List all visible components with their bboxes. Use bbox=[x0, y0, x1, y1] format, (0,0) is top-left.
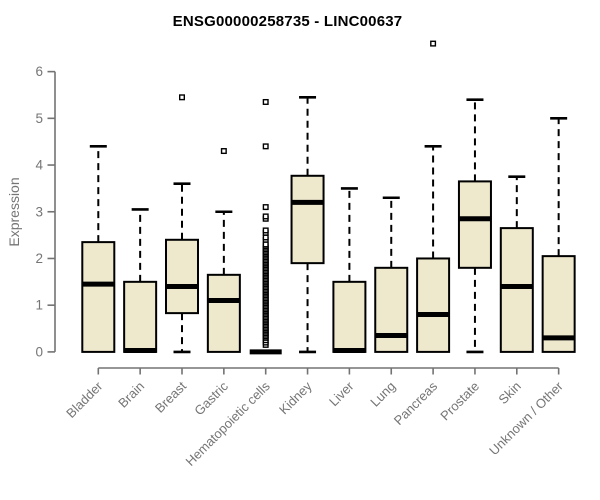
outlier-point bbox=[262, 204, 269, 211]
box-rect bbox=[499, 227, 534, 353]
x-category-label: Liver bbox=[326, 378, 357, 409]
y-tick-label: 0 bbox=[35, 344, 43, 359]
y-tick-label: 5 bbox=[35, 111, 43, 126]
x-category-label: Unknown / Other bbox=[486, 378, 566, 458]
outlier-point bbox=[262, 241, 269, 248]
x-category-label: Pancreas bbox=[391, 378, 441, 428]
box-rect bbox=[206, 273, 241, 353]
box-rect bbox=[332, 280, 367, 353]
box-rect bbox=[374, 266, 409, 353]
x-category-label: Gastric bbox=[191, 378, 231, 418]
y-tick-label: 3 bbox=[35, 204, 43, 219]
outlier-point bbox=[262, 234, 269, 241]
x-category-label: Breast bbox=[152, 378, 189, 415]
y-tick-label: 1 bbox=[35, 298, 43, 313]
box-rect bbox=[457, 180, 492, 269]
y-tick-label: 6 bbox=[35, 64, 43, 79]
y-tick-label: 2 bbox=[35, 251, 43, 266]
x-category-label: Brain bbox=[115, 379, 147, 411]
x-category-label: Bladder bbox=[63, 378, 106, 421]
box-rect bbox=[123, 280, 158, 353]
outlier-point bbox=[220, 148, 227, 155]
outlier-point bbox=[178, 94, 185, 101]
outlier-point bbox=[262, 98, 269, 105]
y-tick-label: 4 bbox=[35, 158, 43, 173]
x-category-label: Lung bbox=[367, 379, 398, 410]
x-category-label: Skin bbox=[495, 379, 523, 407]
box-rect bbox=[290, 174, 325, 265]
outlier-point bbox=[262, 143, 269, 150]
box-rect bbox=[416, 257, 451, 353]
x-category-label: Kidney bbox=[276, 378, 315, 417]
x-category-label: Prostate bbox=[437, 379, 482, 424]
outlier-point bbox=[262, 227, 269, 234]
outlier-point bbox=[262, 213, 269, 220]
box-rect bbox=[81, 241, 116, 353]
box-rect bbox=[165, 238, 199, 315]
outlier-point bbox=[430, 40, 437, 47]
chart-title: ENSG00000258735 - LINC00637 bbox=[172, 13, 403, 30]
